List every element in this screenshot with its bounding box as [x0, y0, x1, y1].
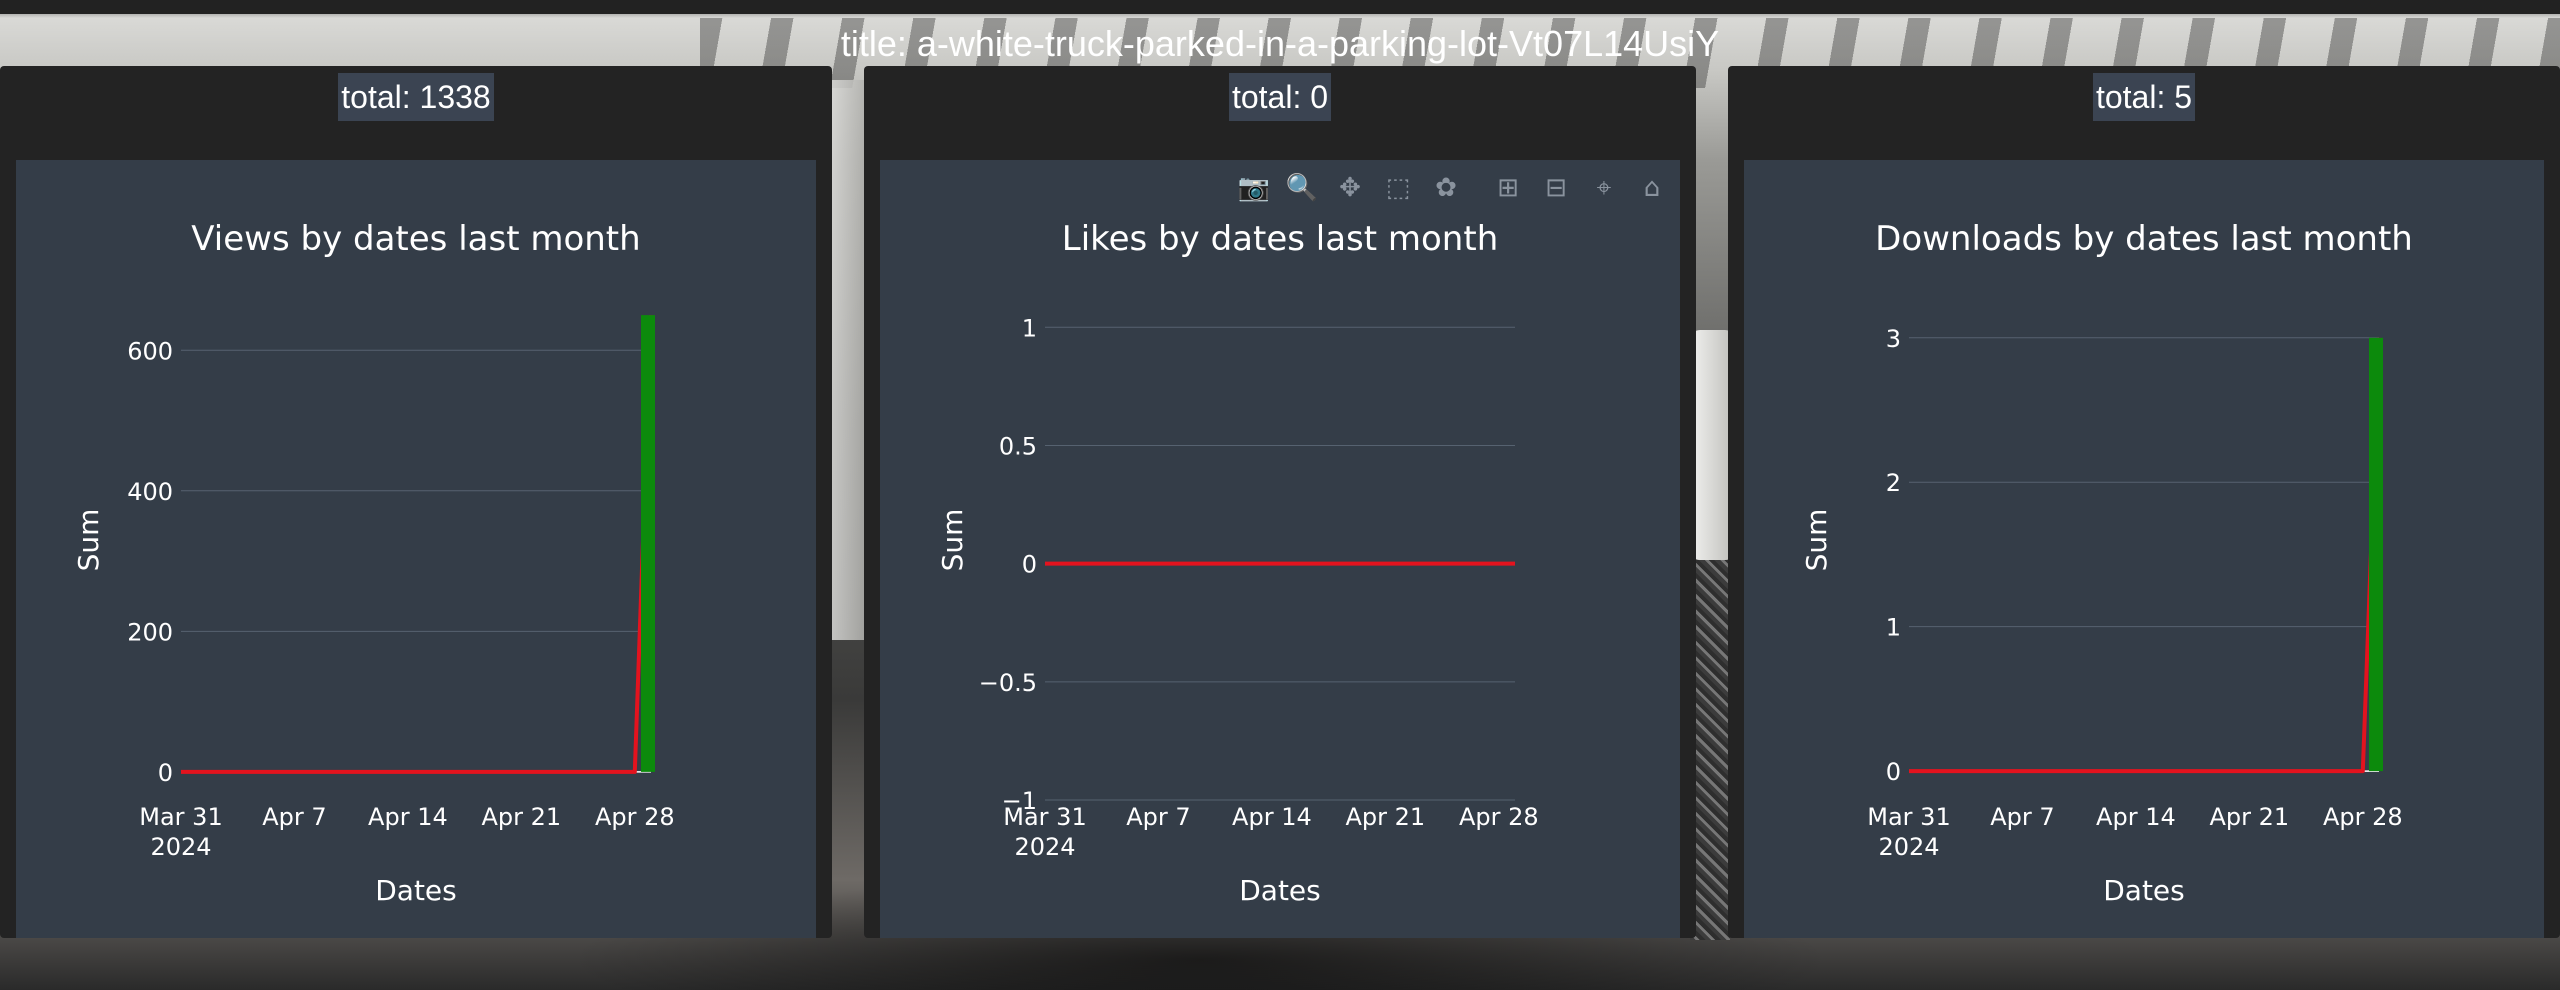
- y-tick-label: −1: [1002, 787, 1037, 815]
- x-tick-label: Mar 31 2024: [139, 803, 222, 861]
- x-tick-label: Apr 28: [1459, 803, 1539, 831]
- series-bar: [2369, 337, 2383, 772]
- truck-mirror: [1690, 330, 1735, 560]
- downloads-panel: total: 5 Downloads by dates last month 0 1…: [1728, 66, 2560, 938]
- chart-title: Downloads by dates last month: [1875, 219, 2413, 259]
- y-tick-label: 600: [127, 337, 173, 365]
- x-tick-line: Mar 31: [139, 803, 222, 831]
- views-chart-svg[interactable]: Views by dates last month 0 200 400 600 Mar 3…: [16, 160, 816, 938]
- total-wrapper: total: 0: [864, 73, 1696, 121]
- x-tick-label: Apr 21: [482, 803, 562, 831]
- y-tick-label: 0: [1022, 551, 1037, 579]
- x-tick-label: Apr 7: [1126, 803, 1190, 831]
- x-tick-line: 2024: [150, 833, 211, 861]
- y-tick-label: 1: [1886, 614, 1901, 642]
- box-select-icon[interactable]: ⬚: [1385, 173, 1411, 203]
- x-tick-line: Apr 28: [595, 803, 675, 831]
- x-tick-line: Apr 21: [2210, 803, 2290, 831]
- photo-top-strip: [0, 0, 2560, 14]
- x-tick-line: Apr 28: [2323, 803, 2403, 831]
- y-axis-label: Sum: [936, 509, 969, 572]
- total-wrapper: total: 1338: [0, 73, 832, 121]
- x-tick-label: Apr 14: [368, 803, 448, 831]
- x-tick-label: Apr 14: [1232, 803, 1312, 831]
- page-title: title: a-white-truck-parked-in-a-parking…: [840, 23, 1720, 64]
- y-tick-label: 0: [1886, 758, 1901, 786]
- x-tick-line: Apr 21: [1346, 803, 1426, 831]
- series-line: [1909, 337, 2381, 774]
- pan-icon[interactable]: ✥: [1339, 173, 1361, 203]
- gravel-ground: [1690, 560, 1730, 940]
- x-tick-label: Apr 7: [262, 803, 326, 831]
- x-tick-line: Mar 31: [1867, 803, 1950, 831]
- y-tick-label: 0.5: [999, 432, 1037, 460]
- total-views-label: total: 1338: [338, 73, 494, 121]
- y-tick-label: 2: [1886, 469, 1901, 497]
- downloads-chart-svg[interactable]: Downloads by dates last month 0 1 2 3 Mar 31 2…: [1744, 160, 2544, 938]
- y-tick-label: 1: [1022, 314, 1037, 342]
- x-tick-label: Apr 7: [1990, 803, 2054, 831]
- total-wrapper: total: 5: [1728, 73, 2560, 121]
- zoom-in-icon[interactable]: ⊞: [1497, 173, 1519, 203]
- likes-chart[interactable]: Likes by dates last month −1 −0.5 0 0.5 1 Mar …: [880, 160, 1680, 938]
- x-axis-label: Dates: [2103, 874, 2185, 907]
- downloads-chart[interactable]: Downloads by dates last month 0 1 2 3 Mar 31 2…: [1744, 160, 2544, 938]
- x-axis-label: Dates: [1239, 874, 1321, 907]
- x-tick-label: Apr 21: [2210, 803, 2290, 831]
- x-tick-line: 2024: [1014, 833, 1075, 861]
- x-tick-line: Apr 14: [368, 803, 448, 831]
- x-axis-label: Dates: [375, 874, 457, 907]
- x-tick-line: Mar 31: [1003, 803, 1086, 831]
- x-tick-label: Apr 21: [1346, 803, 1426, 831]
- x-tick-line: 2024: [1878, 833, 1939, 861]
- total-likes-label: total: 0: [1228, 73, 1332, 121]
- y-tick-label: 200: [127, 618, 173, 646]
- reset-axes-icon[interactable]: ⌂: [1643, 173, 1661, 203]
- x-tick-label: Mar 31 2024: [1867, 803, 1950, 861]
- x-tick-line: Apr 14: [2096, 803, 2176, 831]
- x-tick-label: Apr 28: [595, 803, 675, 831]
- y-tick-label: 3: [1886, 325, 1901, 353]
- x-tick-line: Apr 7: [1990, 803, 2054, 831]
- series-bar: [641, 315, 655, 772]
- chart-title: Views by dates last month: [191, 219, 640, 259]
- camera-icon[interactable]: 📷: [1237, 173, 1271, 203]
- zoom-icon[interactable]: 🔍: [1285, 173, 1319, 203]
- likes-chart-svg[interactable]: Likes by dates last month −1 −0.5 0 0.5 1 Mar …: [880, 160, 1680, 938]
- plot-modebar: 📷 🔍 ✥ ⬚ ✿ ⊞ ⊟ ⌖ ⌂: [1232, 170, 1674, 206]
- x-tick-label: Apr 28: [2323, 803, 2403, 831]
- y-axis-label: Sum: [72, 509, 105, 572]
- x-tick-label: Apr 14: [2096, 803, 2176, 831]
- x-tick-line: Apr 7: [262, 803, 326, 831]
- y-tick-label: 0: [158, 759, 173, 787]
- views-chart[interactable]: Views by dates last month 0 200 400 600 Mar 3…: [16, 160, 816, 938]
- x-tick-line: Apr 7: [1126, 803, 1190, 831]
- likes-panel: total: 0 Likes by dates last month −1 −0.5…: [864, 66, 1696, 938]
- x-tick-line: Apr 21: [482, 803, 562, 831]
- views-panel: total: 1338 Views by dates last month 0 20…: [0, 66, 832, 938]
- x-tick-line: Apr 28: [1459, 803, 1539, 831]
- y-tick-label: −0.5: [979, 669, 1037, 697]
- y-tick-label: 400: [127, 478, 173, 506]
- series-line: [181, 315, 653, 774]
- autoscale-icon[interactable]: ⌖: [1596, 172, 1612, 203]
- chart-title: Likes by dates last month: [1062, 219, 1499, 259]
- x-tick-line: Apr 14: [1232, 803, 1312, 831]
- lasso-icon[interactable]: ✿: [1435, 173, 1457, 203]
- total-downloads-label: total: 5: [2092, 73, 2196, 121]
- y-axis-label: Sum: [1800, 509, 1833, 572]
- x-tick-label: Mar 31 2024: [1003, 803, 1086, 861]
- zoom-out-icon[interactable]: ⊟: [1545, 173, 1567, 203]
